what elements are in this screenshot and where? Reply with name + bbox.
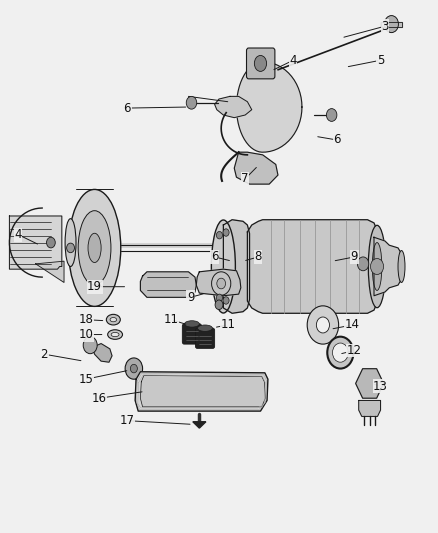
Text: 11: 11 — [220, 319, 235, 332]
Text: 8: 8 — [254, 251, 262, 263]
Text: 9: 9 — [350, 251, 358, 263]
Ellipse shape — [111, 333, 119, 337]
Polygon shape — [223, 220, 250, 313]
Circle shape — [212, 272, 231, 295]
Ellipse shape — [65, 219, 76, 266]
Text: 6: 6 — [124, 102, 131, 115]
Circle shape — [357, 257, 369, 271]
Circle shape — [67, 243, 74, 253]
Polygon shape — [10, 216, 62, 269]
Ellipse shape — [108, 330, 123, 340]
FancyBboxPatch shape — [182, 324, 201, 344]
Polygon shape — [141, 272, 196, 297]
Text: 17: 17 — [120, 414, 135, 427]
Text: 3: 3 — [381, 20, 389, 33]
Ellipse shape — [212, 220, 235, 313]
Text: 19: 19 — [87, 280, 102, 293]
Ellipse shape — [78, 211, 111, 285]
Text: 4: 4 — [14, 228, 22, 241]
Text: 15: 15 — [78, 373, 93, 386]
Ellipse shape — [68, 189, 121, 306]
Polygon shape — [234, 152, 278, 184]
Text: 14: 14 — [345, 319, 360, 332]
Text: 16: 16 — [92, 392, 106, 405]
Polygon shape — [374, 237, 400, 296]
Ellipse shape — [184, 321, 199, 327]
Polygon shape — [141, 375, 265, 407]
Text: 12: 12 — [347, 344, 362, 357]
Text: 18: 18 — [78, 313, 93, 326]
Polygon shape — [359, 400, 381, 416]
FancyBboxPatch shape — [195, 328, 215, 349]
Ellipse shape — [398, 251, 405, 282]
Circle shape — [125, 358, 143, 379]
Circle shape — [216, 231, 223, 239]
Circle shape — [316, 317, 329, 333]
Circle shape — [215, 300, 223, 310]
Polygon shape — [135, 372, 268, 411]
Circle shape — [332, 343, 348, 362]
Polygon shape — [356, 369, 384, 398]
Circle shape — [326, 109, 337, 122]
Circle shape — [83, 337, 97, 354]
Text: 13: 13 — [373, 379, 388, 393]
Ellipse shape — [88, 233, 101, 263]
Circle shape — [216, 294, 223, 302]
Circle shape — [131, 365, 138, 373]
Text: 11: 11 — [163, 313, 178, 326]
Polygon shape — [193, 422, 206, 428]
Circle shape — [223, 297, 229, 304]
Polygon shape — [237, 62, 302, 152]
Ellipse shape — [106, 314, 120, 325]
Text: 2: 2 — [41, 348, 48, 361]
Circle shape — [371, 259, 384, 274]
Circle shape — [307, 306, 339, 344]
Circle shape — [217, 278, 226, 289]
Polygon shape — [247, 220, 376, 313]
Text: 7: 7 — [241, 172, 249, 185]
Circle shape — [385, 15, 399, 33]
Text: 6: 6 — [211, 251, 219, 263]
Polygon shape — [215, 96, 252, 118]
FancyBboxPatch shape — [247, 48, 275, 79]
Ellipse shape — [198, 325, 212, 332]
Circle shape — [327, 337, 353, 368]
Circle shape — [223, 229, 229, 236]
Polygon shape — [35, 261, 64, 282]
Text: 10: 10 — [78, 328, 93, 341]
Circle shape — [186, 96, 197, 109]
Ellipse shape — [372, 243, 382, 290]
Text: 5: 5 — [377, 54, 384, 67]
Polygon shape — [381, 22, 403, 27]
Text: 6: 6 — [333, 133, 341, 147]
Circle shape — [46, 237, 55, 248]
Polygon shape — [196, 269, 241, 296]
Text: 4: 4 — [290, 54, 297, 67]
Polygon shape — [92, 344, 112, 362]
Ellipse shape — [110, 318, 117, 322]
Ellipse shape — [254, 55, 267, 71]
Text: 9: 9 — [187, 291, 194, 304]
Ellipse shape — [368, 225, 386, 308]
